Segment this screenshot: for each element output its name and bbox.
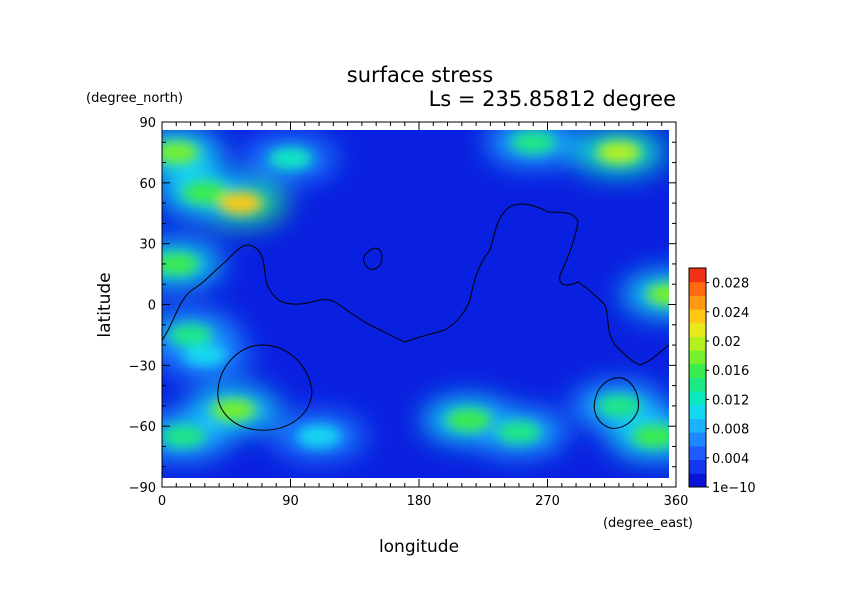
colorbar-swatch	[689, 459, 706, 474]
contour-small-north	[363, 247, 383, 270]
colorbar-swatch	[689, 445, 706, 461]
contour-main	[162, 203, 669, 366]
y-tick-labels: 90 60 30 0 −30 −60 −90	[129, 116, 156, 496]
colorbar-label: 0.012	[712, 393, 749, 408]
chart-subtitle: Ls = 235.85812 degree	[429, 87, 676, 111]
colorbar-swatch	[689, 432, 706, 447]
field-core-13	[596, 394, 641, 417]
colorbar	[688, 267, 707, 488]
y-tick-label: 30	[139, 238, 156, 253]
y-tick-label: 90	[139, 116, 156, 131]
field-core-1	[182, 181, 227, 204]
chart-title: surface stress	[347, 63, 493, 87]
y-tick-label: 60	[139, 177, 156, 192]
y-unit-label: (degree_north)	[86, 91, 183, 106]
field-core-7	[646, 283, 669, 306]
contour-basin-east	[593, 377, 639, 429]
x-tick-labels: 0 90 180 270 360	[158, 494, 689, 509]
field-core-0	[218, 192, 263, 215]
field-core-16	[182, 344, 227, 367]
topography-contours	[162, 203, 669, 431]
y-tick-label: −30	[129, 359, 156, 374]
field-core-12	[496, 421, 541, 444]
colorbar-label: 0.016	[712, 364, 749, 379]
heatmap-field	[162, 130, 669, 478]
field-core-6	[162, 252, 199, 275]
field-core-5	[268, 147, 313, 170]
field-core-14	[632, 425, 669, 448]
colorbar-swatch	[689, 268, 706, 283]
y-axis-title: latitude	[95, 272, 115, 337]
colorbar-swatch	[689, 281, 706, 296]
field-core-8	[168, 323, 213, 346]
colorbar-swatch	[689, 377, 706, 392]
colorbar-label: 0.008	[712, 423, 749, 438]
colorbar-labels: 1e−10 0.004 0.008 0.012 0.016 0.02 0.024 0.028	[706, 277, 756, 496]
x-tick-label: 0	[158, 494, 166, 509]
colorbar-swatch	[689, 295, 706, 310]
colorbar-label: 1e−10	[712, 481, 756, 496]
y-tick-label: −90	[129, 481, 156, 496]
colorbar-swatch	[689, 418, 706, 433]
x-tick-label: 270	[535, 494, 560, 509]
colorbar-label: 0.024	[712, 306, 749, 321]
y-tick-label: 0	[148, 299, 156, 314]
field-core-4	[511, 131, 556, 154]
x-unit-label: (degree_east)	[603, 516, 693, 531]
field-core-3	[596, 141, 641, 164]
colorbar-swatch	[689, 336, 706, 351]
colorbar-swatch	[689, 309, 706, 324]
field-core-10	[162, 425, 206, 448]
field-core-11	[446, 409, 491, 432]
field-halo-7	[622, 272, 669, 317]
colorbar-swatch	[689, 363, 706, 378]
x-axis-title: longitude	[379, 537, 459, 557]
y-tick-label: −60	[129, 420, 156, 435]
colorbar-label: 0.028	[712, 277, 749, 292]
field-core-2	[162, 141, 199, 164]
colorbar-label: 0.02	[712, 335, 741, 350]
colorbar-label: 0.004	[712, 452, 749, 467]
colorbar-swatch	[689, 404, 706, 420]
field-core-9	[211, 398, 256, 421]
colorbar-swatch	[689, 391, 706, 406]
contour-basin-west	[217, 344, 313, 431]
x-tick-label: 90	[282, 494, 299, 509]
colorbar-swatch	[689, 473, 706, 488]
colorbar-frame	[688, 267, 707, 488]
colorbar-swatch	[689, 322, 706, 337]
colorbar-swatch	[689, 350, 706, 365]
field-core-15	[297, 425, 342, 448]
x-axis-ticks	[161, 122, 677, 487]
x-tick-label: 180	[407, 494, 432, 509]
y-axis-ticks	[162, 121, 676, 488]
x-tick-label: 360	[664, 494, 689, 509]
